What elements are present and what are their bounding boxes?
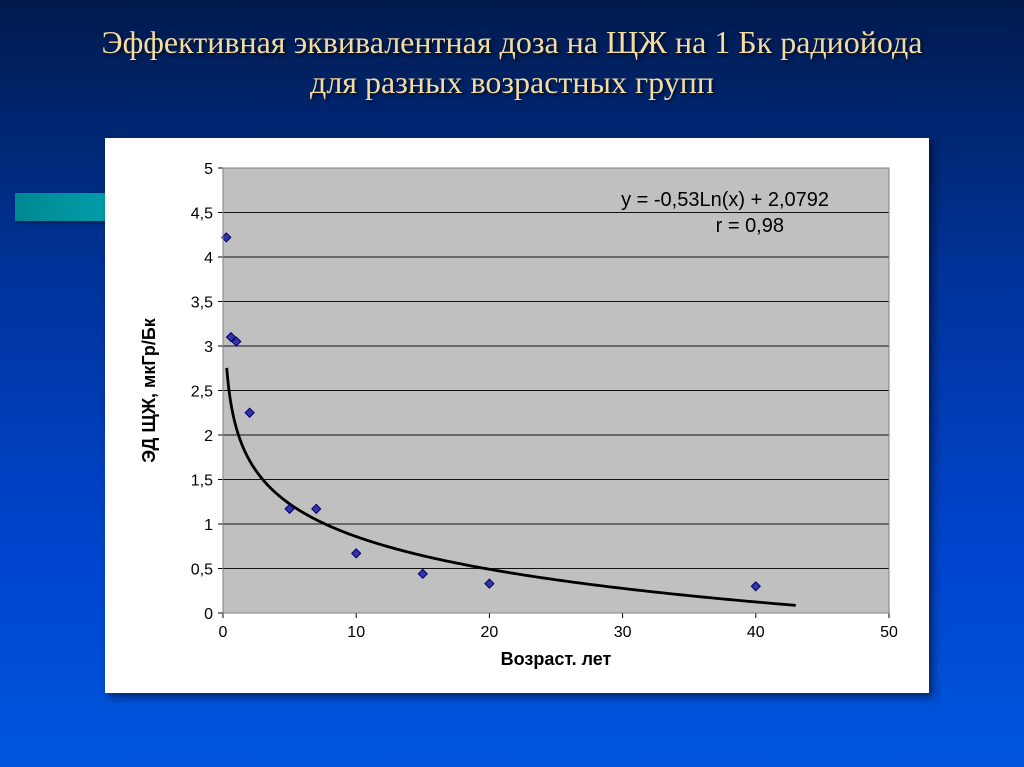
- ytick-label: 0: [204, 606, 213, 623]
- ytick-label: 4,5: [191, 206, 213, 223]
- y-axis-label: ЭД ЩЖ, мкГр/Бк: [139, 317, 159, 463]
- ytick-label: 1,5: [191, 473, 213, 490]
- title-line-1: Эффективная эквивалентная доза на ЩЖ на …: [102, 24, 923, 60]
- ytick-label: 2: [204, 428, 213, 445]
- formula-line-2: r = 0,98: [716, 215, 784, 237]
- slide-title: Эффективная эквивалентная доза на ЩЖ на …: [40, 22, 984, 102]
- xtick-label: 10: [347, 624, 365, 641]
- ytick-label: 4: [204, 250, 213, 267]
- xtick-label: 0: [219, 624, 228, 641]
- xtick-label: 50: [880, 624, 898, 641]
- ytick-label: 5: [204, 161, 213, 178]
- chart-svg: 00,511,522,533,544,5501020304050Возраст.…: [105, 138, 929, 693]
- xtick-label: 20: [481, 624, 499, 641]
- chart-container: 00,511,522,533,544,5501020304050Возраст.…: [105, 138, 929, 693]
- slide-background: Эффективная эквивалентная доза на ЩЖ на …: [0, 0, 1024, 767]
- ytick-label: 2,5: [191, 384, 213, 401]
- ytick-label: 0,5: [191, 562, 213, 579]
- ytick-label: 3: [204, 339, 213, 356]
- ytick-label: 1: [204, 517, 213, 534]
- formula-line-1: y = -0,53Ln(x) + 2,0792: [621, 189, 829, 211]
- xtick-label: 30: [614, 624, 632, 641]
- x-axis-label: Возраст. лет: [501, 649, 612, 669]
- ytick-label: 3,5: [191, 295, 213, 312]
- xtick-label: 40: [747, 624, 765, 641]
- title-line-2: для разных возрастных групп: [310, 64, 714, 100]
